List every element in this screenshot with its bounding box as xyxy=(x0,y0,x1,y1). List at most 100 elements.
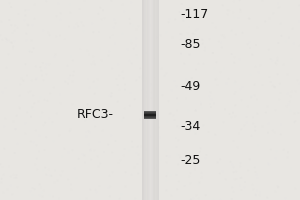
Point xyxy=(270,59,274,62)
Point xyxy=(44,73,49,76)
Point xyxy=(131,47,136,50)
Point xyxy=(265,105,270,108)
Point xyxy=(217,40,221,43)
Point xyxy=(142,21,147,24)
Point xyxy=(208,102,212,106)
Point xyxy=(265,196,270,199)
Point xyxy=(117,197,122,200)
Point xyxy=(226,41,231,44)
Point xyxy=(13,127,18,131)
Point xyxy=(277,98,281,101)
Point xyxy=(149,91,154,94)
Point xyxy=(164,161,169,164)
Point xyxy=(226,77,231,80)
Point xyxy=(34,77,39,80)
Point xyxy=(140,147,145,151)
Point xyxy=(249,132,254,135)
Point xyxy=(152,106,157,109)
Point xyxy=(248,158,252,161)
Point xyxy=(199,103,203,106)
Point xyxy=(79,21,84,24)
Point xyxy=(50,134,54,138)
Point xyxy=(106,186,111,189)
Point xyxy=(128,91,133,95)
Point xyxy=(292,120,296,124)
Point xyxy=(46,168,51,171)
Point xyxy=(40,191,44,194)
Point xyxy=(233,115,238,118)
Point xyxy=(145,77,149,80)
Point xyxy=(2,147,7,150)
Point xyxy=(219,46,224,49)
Point xyxy=(188,172,193,175)
Point xyxy=(92,92,97,95)
Point xyxy=(26,24,31,27)
Point xyxy=(40,47,44,51)
Text: -34: -34 xyxy=(180,120,200,134)
Point xyxy=(154,164,158,167)
Point xyxy=(136,172,141,175)
Point xyxy=(139,144,143,147)
Point xyxy=(152,166,157,169)
Point xyxy=(192,130,197,133)
Bar xyxy=(154,0,155,200)
Point xyxy=(232,164,237,167)
Point xyxy=(211,51,215,55)
Point xyxy=(200,38,205,41)
Point xyxy=(251,116,256,119)
Point xyxy=(293,120,298,123)
Point xyxy=(92,111,97,114)
Point xyxy=(200,42,205,45)
Point xyxy=(176,180,181,183)
Point xyxy=(41,79,46,82)
Point xyxy=(140,75,145,78)
Point xyxy=(129,72,134,75)
Point xyxy=(230,197,234,200)
Point xyxy=(32,188,37,191)
Point xyxy=(164,31,169,34)
Point xyxy=(158,34,163,37)
Point xyxy=(142,72,146,75)
Point xyxy=(83,119,88,122)
Point xyxy=(232,178,237,181)
Point xyxy=(275,59,280,62)
Bar xyxy=(155,0,156,200)
Point xyxy=(196,183,201,186)
Point xyxy=(297,4,300,7)
Point xyxy=(30,194,35,197)
Point xyxy=(187,25,191,29)
Point xyxy=(231,0,236,3)
Point xyxy=(45,99,50,102)
Point xyxy=(89,179,94,182)
Point xyxy=(149,50,154,53)
Point xyxy=(268,148,273,151)
Point xyxy=(145,168,150,171)
Point xyxy=(119,193,124,196)
Bar xyxy=(143,0,144,200)
Point xyxy=(33,36,38,39)
Point xyxy=(68,11,73,14)
Point xyxy=(47,63,52,66)
Point xyxy=(266,48,271,51)
Point xyxy=(292,149,296,152)
Point xyxy=(289,57,294,61)
Point xyxy=(114,77,118,81)
Bar xyxy=(144,0,145,200)
Point xyxy=(165,172,170,175)
Point xyxy=(238,184,242,187)
Point xyxy=(40,195,45,198)
Point xyxy=(123,185,128,188)
Point xyxy=(238,10,243,13)
Point xyxy=(192,91,197,94)
Point xyxy=(71,74,76,77)
Point xyxy=(147,197,152,200)
Point xyxy=(256,71,261,74)
Point xyxy=(272,85,277,89)
Point xyxy=(248,46,252,50)
Point xyxy=(7,39,11,42)
Point xyxy=(207,95,212,98)
Point xyxy=(8,175,13,178)
Point xyxy=(273,157,278,160)
Point xyxy=(129,41,134,45)
Point xyxy=(158,158,163,161)
